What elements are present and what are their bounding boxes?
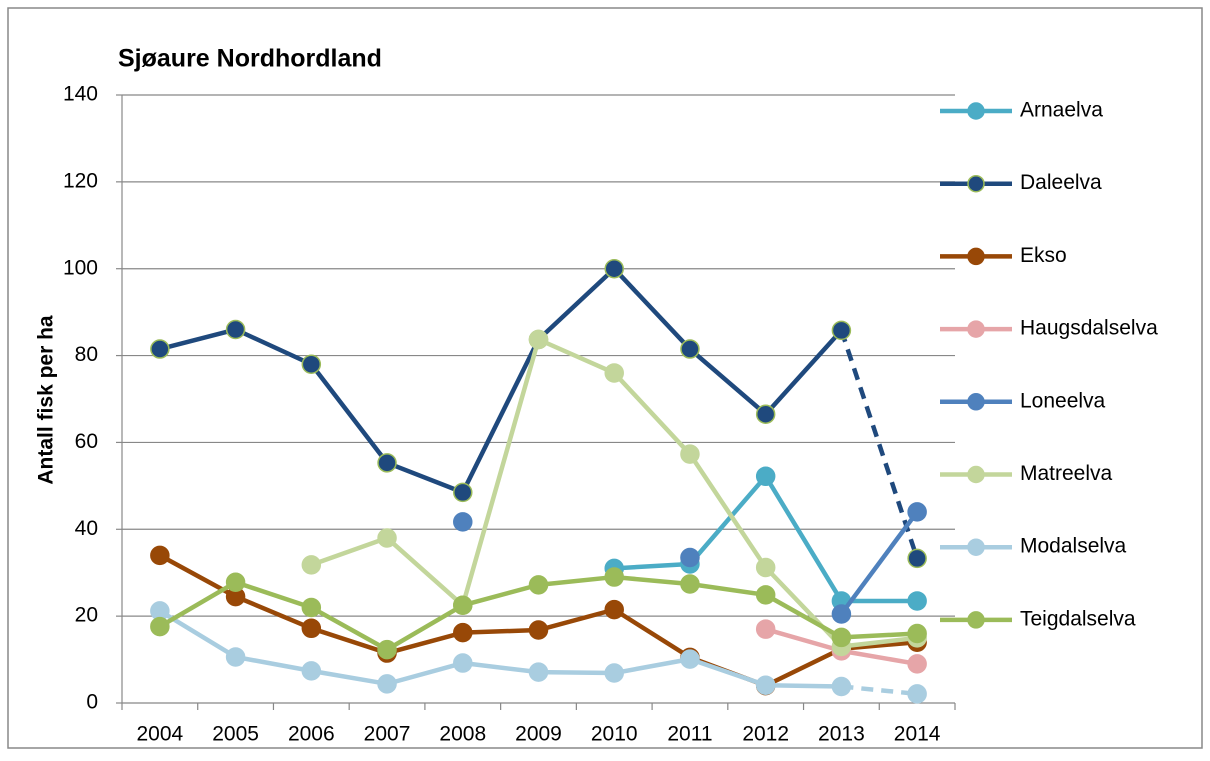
marker	[680, 444, 700, 464]
chart-border	[7, 7, 1203, 749]
marker	[301, 597, 322, 618]
marker	[301, 354, 322, 375]
marker	[604, 567, 624, 587]
x-tick-label: 2014	[894, 723, 941, 746]
legend-label: Teigdalselva	[1020, 607, 1136, 630]
x-tick-label: 2004	[137, 723, 184, 746]
y-tick-label: 120	[63, 169, 98, 192]
marker	[755, 466, 776, 487]
series-line	[158, 609, 842, 689]
marker	[755, 619, 776, 639]
marker	[680, 547, 700, 568]
legend-marker	[967, 393, 985, 411]
legend-label: Arnaelva	[1020, 99, 1103, 122]
legend-label: Modalselva	[1020, 535, 1127, 558]
x-tick-label: 2012	[742, 723, 789, 746]
marker	[755, 557, 776, 578]
marker	[377, 674, 397, 694]
x-tick-label: 2011	[667, 723, 712, 746]
marker	[907, 502, 927, 522]
series-line-dashed	[841, 684, 918, 697]
marker	[453, 595, 473, 616]
x-tick-label: 2006	[288, 723, 335, 746]
marker	[604, 258, 624, 279]
chart-title: Sjøaure Nordhordland	[118, 45, 382, 73]
x-tick-label: 2007	[364, 723, 411, 746]
x-tick-label: 2013	[818, 723, 865, 746]
y-tick-label: 100	[63, 256, 98, 279]
marker	[604, 663, 624, 683]
x-tick-label: 2008	[439, 723, 486, 746]
x-tick-label: 2005	[212, 723, 259, 746]
marker	[680, 649, 700, 669]
legend-marker	[967, 174, 985, 193]
marker	[301, 555, 322, 575]
marker	[225, 572, 246, 593]
legend-label: Ekso	[1020, 244, 1067, 267]
marker	[150, 545, 170, 566]
series-line-dashed	[839, 329, 920, 560]
legend-marker	[967, 247, 985, 266]
marker	[831, 320, 852, 341]
marker	[755, 675, 776, 695]
marker	[604, 363, 624, 383]
x-tick-label: 2009	[515, 723, 562, 746]
marker	[680, 574, 700, 594]
marker	[831, 676, 852, 697]
marker	[377, 528, 397, 548]
legend-marker	[967, 465, 985, 484]
legend-label: Daleelva	[1020, 171, 1102, 194]
marker	[453, 653, 473, 673]
marker	[301, 661, 322, 681]
x-tick-label: 2010	[591, 723, 638, 746]
legend-marker	[967, 320, 985, 338]
series-line	[159, 266, 844, 495]
legend-label: Haugsdalselva	[1020, 317, 1158, 340]
marker	[831, 627, 852, 648]
y-tick-label: 40	[75, 517, 98, 540]
marker	[301, 618, 322, 639]
legend-marker	[967, 102, 985, 120]
marker	[907, 684, 927, 704]
marker	[604, 599, 624, 620]
y-axis-label: Antall fisk per ha	[35, 315, 58, 485]
series-line	[839, 510, 919, 616]
marker	[907, 623, 927, 644]
marker	[377, 453, 397, 473]
marker	[755, 404, 776, 424]
marker	[453, 482, 473, 503]
legend-label: Loneelva	[1020, 389, 1106, 412]
marker	[225, 647, 246, 667]
marker	[755, 585, 776, 605]
marker	[150, 339, 170, 359]
marker	[528, 575, 549, 595]
marker	[225, 319, 246, 340]
marker	[453, 622, 473, 643]
marker	[528, 329, 549, 350]
marker	[453, 512, 473, 532]
marker	[907, 591, 927, 611]
marker	[528, 620, 549, 640]
marker	[150, 616, 170, 637]
legend-marker	[967, 611, 985, 629]
marker	[377, 639, 397, 660]
legend-marker	[967, 538, 985, 556]
marker	[680, 339, 700, 359]
marker	[831, 604, 852, 624]
y-tick-label: 60	[75, 430, 98, 453]
marker	[528, 662, 549, 682]
y-tick-label: 80	[75, 343, 98, 366]
legend-label: Matreelva	[1020, 462, 1113, 485]
y-tick-label: 20	[75, 604, 98, 627]
marker	[907, 654, 927, 674]
y-tick-label: 140	[63, 83, 98, 106]
y-tick-label: 0	[86, 691, 98, 714]
marker	[907, 548, 927, 569]
